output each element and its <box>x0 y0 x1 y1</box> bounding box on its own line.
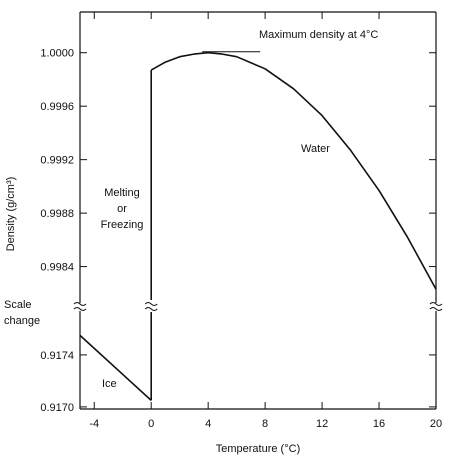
y-tick-label: 0.9988 <box>40 208 74 220</box>
x-tick-label: -4 <box>89 418 99 430</box>
y-tick-label: 0.9992 <box>40 155 74 167</box>
y-tick-label: 0.9996 <box>40 101 74 113</box>
ice-series-line <box>79 334 152 401</box>
melting-label-line: or <box>117 203 127 215</box>
axis-break-center-b <box>144 307 158 311</box>
y-tick-label: 0.9170 <box>40 402 74 414</box>
water-label: Water <box>301 143 330 155</box>
y-tick-label: 1.0000 <box>40 48 74 60</box>
max-density-annotation: Maximum density at 4°C <box>259 29 378 41</box>
x-tick-label: 0 <box>148 418 154 430</box>
x-tick-label: 8 <box>262 418 268 430</box>
axis-break-left-a <box>73 302 87 306</box>
water-series-line <box>150 51 437 290</box>
y-axis-title: Density (g/cm³) <box>5 177 17 252</box>
ice-label: Ice <box>102 378 117 390</box>
label-layer: Maximum density at 4°C Water Ice Melting or F… <box>4 29 378 455</box>
axis-break-right-a <box>429 302 443 306</box>
axis-break-right-b <box>429 307 443 311</box>
x-tick-label: 4 <box>205 418 211 430</box>
y-tick-label: 0.9174 <box>40 350 74 362</box>
y-tick-label: 0.9984 <box>40 262 74 274</box>
axis-break-left-b <box>73 307 87 311</box>
melting-label-line: Freezing <box>101 219 144 231</box>
axis-break-center-a <box>144 302 158 306</box>
frame-layer <box>73 11 443 410</box>
scale-change-label-line: Scale <box>4 299 32 311</box>
scale-change-label-line: change <box>4 315 40 327</box>
x-tick-label: 12 <box>316 418 328 430</box>
tick-layer: -4 0 4 8 12 16 20 1.0000 0.9996 0.9992 0.9988 0.998… <box>40 12 442 430</box>
melting-label-line: Melting <box>104 187 139 199</box>
x-tick-label: 20 <box>430 418 442 430</box>
series-layer <box>79 51 437 401</box>
x-axis-title: Temperature (°C) <box>216 443 300 455</box>
x-tick-label: 16 <box>373 418 385 430</box>
